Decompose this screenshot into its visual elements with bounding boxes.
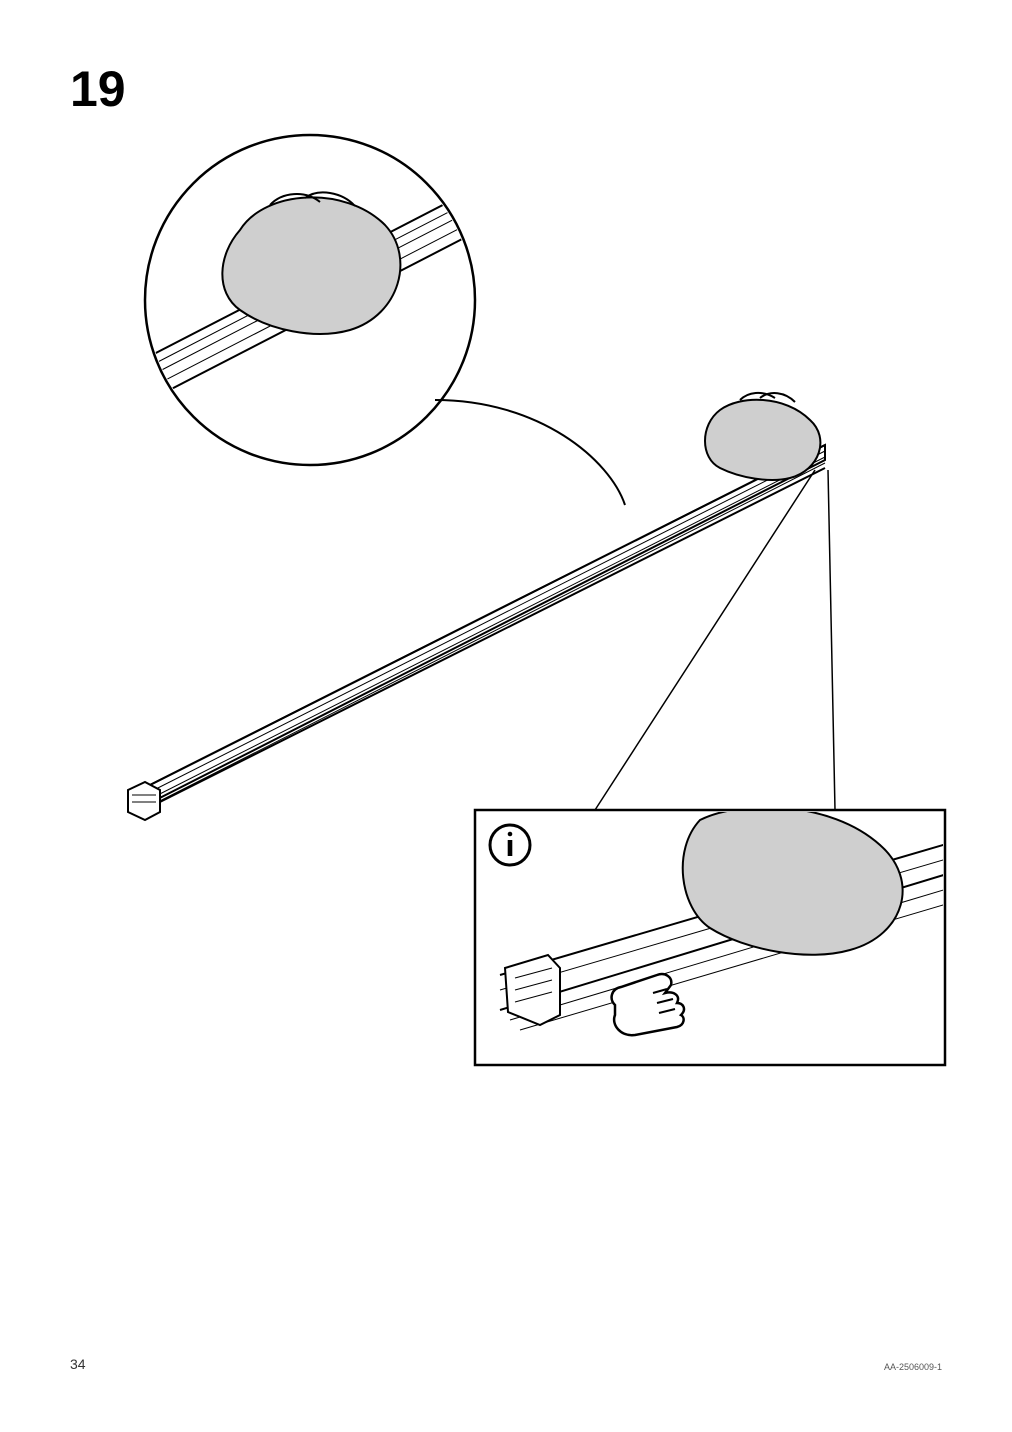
detail-circle	[145, 135, 625, 505]
info-inset	[475, 470, 960, 1065]
instruction-page: 19	[0, 0, 1012, 1432]
hand-wiping	[705, 393, 820, 480]
rail	[128, 445, 825, 820]
page-number: 34	[70, 1356, 86, 1372]
info-icon	[490, 825, 530, 865]
assembly-illustration	[0, 0, 1012, 1432]
document-id: AA-2506009-1	[884, 1362, 942, 1372]
